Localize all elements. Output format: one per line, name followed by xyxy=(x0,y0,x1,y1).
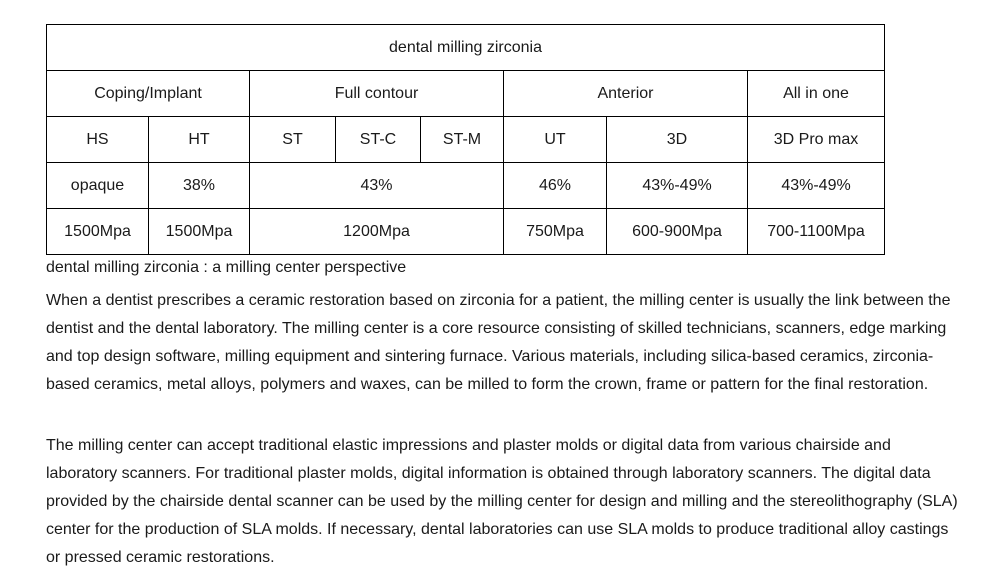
strength-cell: 600-900Mpa xyxy=(606,208,748,255)
translucency-cell: 38% xyxy=(148,162,250,209)
zirconia-table: dental milling zirconia Coping/Implant F… xyxy=(46,24,885,255)
table-title: dental milling zirconia xyxy=(46,24,885,71)
translucency-cell: 46% xyxy=(503,162,607,209)
translucency-cell: opaque xyxy=(46,162,149,209)
strength-cell: 750Mpa xyxy=(503,208,607,255)
strength-cell: 700-1100Mpa xyxy=(747,208,885,255)
translucency-cell: 43% xyxy=(249,162,504,209)
table-row: opaque 38% 43% 46% 43%-49% 43%-49% xyxy=(46,162,885,209)
table-row: Coping/Implant Full contour Anterior All… xyxy=(46,70,885,117)
strength-cell: 1200Mpa xyxy=(249,208,504,255)
table-row: 1500Mpa 1500Mpa 1200Mpa 750Mpa 600-900Mp… xyxy=(46,208,885,255)
grade-cell: 3D Pro max xyxy=(747,116,885,163)
table-row: HS HT ST ST-C ST-M UT 3D 3D Pro max xyxy=(46,116,885,163)
group-cell: Coping/Implant xyxy=(46,70,250,117)
grade-cell: ST-M xyxy=(420,116,504,163)
grade-cell: ST-C xyxy=(335,116,421,163)
grade-cell: HS xyxy=(46,116,149,163)
group-cell: All in one xyxy=(747,70,885,117)
grade-cell: ST xyxy=(249,116,336,163)
group-cell: Full contour xyxy=(249,70,504,117)
paragraph: When a dentist prescribes a ceramic rest… xyxy=(46,292,951,393)
table-caption: dental milling zirconia : a milling cent… xyxy=(46,259,407,276)
translucency-cell: 43%-49% xyxy=(747,162,885,209)
group-cell: Anterior xyxy=(503,70,748,117)
strength-cell: 1500Mpa xyxy=(148,208,250,255)
grade-cell: HT xyxy=(148,116,250,163)
translucency-cell: 43%-49% xyxy=(606,162,748,209)
grade-cell: UT xyxy=(503,116,607,163)
paragraph: The milling center can accept traditiona… xyxy=(46,437,958,566)
grade-cell: 3D xyxy=(606,116,748,163)
strength-cell: 1500Mpa xyxy=(46,208,149,255)
